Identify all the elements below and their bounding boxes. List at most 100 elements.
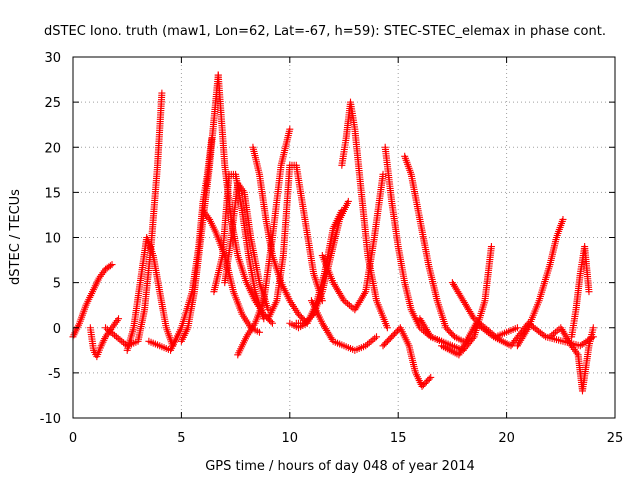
data-point <box>344 300 352 308</box>
chart-title: dSTEC Iono. truth (maw1, Lon=62, Lat=-67… <box>44 24 606 39</box>
data-point <box>446 328 454 336</box>
x-tick-label: 25 <box>607 431 624 446</box>
series-10 <box>234 125 294 359</box>
data-point <box>383 324 391 332</box>
data-point <box>553 327 561 335</box>
series-16 <box>338 98 391 332</box>
x-tick-label: 10 <box>282 431 299 446</box>
y-tick-label: 30 <box>44 51 61 66</box>
data-point <box>344 197 352 205</box>
data-point <box>389 331 397 339</box>
data-point <box>488 331 496 339</box>
data-point <box>443 325 451 333</box>
data-point <box>442 324 450 332</box>
data-point <box>379 342 387 350</box>
x-tick-label: 5 <box>177 431 185 446</box>
data-point <box>308 312 316 320</box>
data-point <box>158 89 166 97</box>
data-point <box>469 334 477 342</box>
y-tick-label: 15 <box>44 186 61 201</box>
y-tick-label: 5 <box>53 277 61 292</box>
data-point <box>369 336 377 344</box>
data-point <box>383 337 391 345</box>
y-tick-label: 10 <box>44 232 61 247</box>
series-3 <box>123 234 177 354</box>
data-point <box>421 379 429 387</box>
data-point <box>108 261 116 269</box>
series-22 <box>448 279 521 341</box>
data-point <box>513 324 521 332</box>
data-point <box>392 328 400 336</box>
data-point <box>301 319 309 327</box>
y-axis-label: dSTEC / TECUs <box>8 189 23 285</box>
series-20 <box>401 152 467 345</box>
y-tick-label: 0 <box>53 322 61 337</box>
x-axis-label: GPS time / hours of day 048 of year 2014 <box>205 459 475 474</box>
data-point <box>589 324 597 332</box>
data-point <box>380 340 388 348</box>
series-9 <box>221 179 272 314</box>
data-point <box>419 381 427 389</box>
data-point <box>449 331 457 339</box>
series-11 <box>249 143 311 327</box>
data-point <box>367 337 375 345</box>
series-24 <box>513 215 567 350</box>
data-marks <box>69 71 597 395</box>
data-point <box>286 125 294 133</box>
data-point <box>296 312 304 320</box>
data-point <box>445 327 453 335</box>
x-tick-label: 20 <box>498 431 515 446</box>
data-point <box>487 243 495 251</box>
data-point <box>112 333 120 341</box>
data-point <box>540 331 548 339</box>
data-point <box>388 333 396 341</box>
data-point <box>264 306 272 314</box>
series-26 <box>568 243 593 341</box>
series-15 <box>307 297 381 354</box>
data-point <box>371 334 379 342</box>
series-8 <box>210 170 268 323</box>
data-point <box>302 318 310 326</box>
data-point <box>422 378 430 386</box>
data-point <box>345 301 353 309</box>
data-point <box>118 337 126 345</box>
data-point <box>391 330 399 338</box>
data-point <box>365 339 373 347</box>
data-point <box>116 336 124 344</box>
series-17 <box>318 170 387 314</box>
data-point <box>385 336 393 344</box>
data-point <box>106 262 114 270</box>
data-point <box>268 319 276 327</box>
data-point <box>115 315 123 323</box>
data-point <box>347 303 355 311</box>
data-point <box>585 288 593 296</box>
data-point <box>379 170 387 178</box>
x-tick-label: 15 <box>390 431 407 446</box>
data-point <box>373 333 381 341</box>
data-point <box>297 313 305 321</box>
series-25 <box>546 324 597 395</box>
series-18 <box>381 143 446 345</box>
data-point <box>305 315 313 323</box>
data-point <box>424 376 432 384</box>
axis-ticks: 0 5 10 15 20 25 -10 -5 0 5 10 15 20 25 30 <box>40 51 624 446</box>
data-point <box>111 331 119 339</box>
y-tick-label: -5 <box>48 367 61 382</box>
data-point <box>551 328 559 336</box>
data-point <box>382 339 390 347</box>
series-19 <box>379 324 435 390</box>
data-point <box>304 316 312 324</box>
data-point <box>427 373 435 381</box>
data-point <box>425 375 433 383</box>
data-point <box>418 382 426 390</box>
data-point <box>448 330 456 338</box>
data-point <box>294 310 302 318</box>
data-point <box>559 215 567 223</box>
y-tick-label: 25 <box>44 96 61 111</box>
data-point <box>386 334 394 342</box>
y-tick-label: -10 <box>40 412 61 427</box>
data-point <box>307 313 315 321</box>
series-23 <box>438 319 597 359</box>
x-tick-label: 0 <box>69 431 77 446</box>
